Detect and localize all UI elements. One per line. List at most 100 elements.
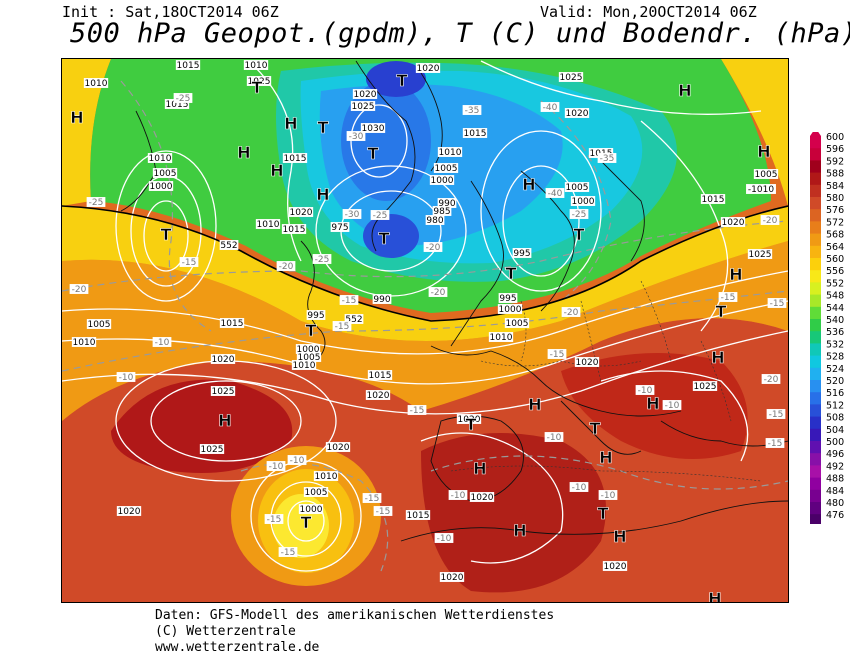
isobar-label: -1010: [746, 184, 776, 195]
isobar-label: 1010: [243, 60, 269, 71]
isobar-label: 1010: [291, 360, 317, 371]
isotherm-label-text: -20: [763, 216, 778, 226]
isotherm-label-box: [761, 374, 781, 384]
isotherm-label-text: -10: [290, 456, 305, 466]
isobar-label-box: [330, 222, 350, 232]
isotherm-label: -15: [179, 257, 199, 268]
legend-label: 500: [826, 437, 844, 448]
legend-swatch: [810, 355, 821, 369]
low-pressure-marker: T: [252, 78, 263, 97]
isobar-label-text: 990: [438, 199, 455, 209]
legend-label: 588: [826, 169, 844, 180]
isobar-label-text: 1020: [604, 562, 627, 572]
isobar-label-box: [295, 344, 321, 354]
isobar-label: 1020: [439, 572, 465, 583]
isobar-label-box: [116, 506, 142, 516]
isobar-label-text: 1020: [722, 218, 745, 228]
low-pressure-marker: T: [598, 504, 609, 523]
isotherm-label-box: [635, 385, 655, 395]
isobar-label: 1020: [352, 89, 378, 100]
isobar-label: 1025: [246, 76, 272, 87]
isobar-label-box: [488, 332, 514, 342]
isotherm-label-text: -10: [572, 483, 587, 493]
isobar-label-box: [164, 99, 190, 109]
high-pressure-marker: H: [708, 589, 721, 602]
isobar-label: 1020: [365, 390, 391, 401]
isobar-label-box: [303, 487, 329, 497]
legend-swatch: [810, 514, 821, 527]
isobar-label-text: 1025: [560, 73, 583, 83]
isotherm-label: -10: [448, 490, 468, 501]
isobar-label-text: 1010: [490, 333, 513, 343]
isotherm-label: -15: [718, 292, 738, 303]
isotherm-label: -20: [761, 374, 781, 385]
isotherm-label-text: -10: [269, 462, 284, 472]
isobar-label: 1000: [497, 304, 523, 315]
isobar-label: 1015: [405, 510, 431, 521]
isotherm-label-box: [287, 455, 307, 465]
isobar-label-box: [497, 304, 523, 314]
isobar-label-text: 975: [331, 223, 348, 233]
isobar-label: 990: [437, 198, 457, 209]
isotherm-label-box: [598, 490, 618, 500]
high-pressure-marker: H: [70, 108, 83, 127]
legend-label: 480: [826, 498, 844, 509]
isobar-label-text: 1025: [749, 250, 772, 260]
isobar-label-text: 1010: [315, 472, 338, 482]
isobar-label-text: 995: [307, 311, 324, 321]
isobar-label-box: [83, 78, 109, 88]
legend-label: 564: [826, 242, 844, 253]
isotherm-label-box: [569, 209, 589, 219]
isobar-label: 975: [330, 222, 350, 233]
high-pressure-marker: H: [729, 265, 742, 284]
high-pressure-marker: H: [678, 81, 691, 100]
legend-label: 492: [826, 461, 844, 472]
high-pressure-marker: H: [284, 114, 297, 133]
isobar-label-box: [753, 169, 779, 179]
isotherm-label-box: [561, 307, 581, 317]
isotherm-label: -15: [767, 298, 787, 309]
isotherm-label-box: [760, 215, 780, 225]
isobar-label-text: 1005: [566, 183, 589, 193]
isotherm-label-text: -40: [548, 189, 563, 199]
isotherm-label-text: -10: [119, 373, 134, 383]
legend-label: 512: [826, 400, 844, 411]
color-legend: 600 596 592 588 584 580 576 572 568 564 560 556 552 5…: [810, 128, 850, 535]
isobar-label-box: [281, 224, 307, 234]
isobar-label-box: [298, 504, 324, 514]
isobar-label: 1005: [152, 168, 178, 179]
isotherm-label-text: -10: [665, 401, 680, 411]
isotherm-label-text: -15: [281, 548, 296, 558]
legend-label: 580: [826, 193, 844, 204]
isobar-label-box: [148, 181, 174, 191]
legend-arrow-up-icon: [810, 128, 821, 136]
legend-label: 524: [826, 364, 844, 375]
high-pressure-marker: H: [513, 521, 526, 540]
isobar-label-text: 1010: [245, 61, 268, 71]
isobar-label: 1010: [83, 78, 109, 89]
high-pressure-marker: H: [473, 459, 486, 478]
legend-label: 584: [826, 181, 844, 192]
isobar-label-box: [425, 215, 445, 225]
legend-swatch: [810, 258, 821, 271]
isobar-label-text: 1020: [576, 358, 599, 368]
isobar-label-box: [564, 108, 590, 118]
isobar-label-text: -1010: [748, 185, 774, 195]
yellow-east-edge: [721, 59, 788, 206]
isobar-label-box: [456, 414, 482, 424]
isobar-label-text: 1020: [118, 507, 141, 517]
isobar-label-text: 1020: [566, 109, 589, 119]
legend-label: 508: [826, 413, 844, 424]
high-pressure-core-south: [421, 433, 606, 593]
isotherm-label-text: -10: [451, 491, 466, 501]
country-borders: [450, 280, 762, 482]
isobar-label-text: 985: [433, 207, 450, 217]
weather-map: 1015 1010 1020 1010 1025 1020 1025 1015 1025 1020…: [61, 58, 789, 603]
isotherm-label: -25: [173, 93, 193, 104]
legend-swatch: [810, 306, 821, 320]
isotherm-label: -40: [540, 102, 560, 113]
high-pressure-core-west: [111, 379, 293, 473]
isobar-label-text: 1025: [248, 77, 271, 87]
isobar-label: 1025: [558, 72, 584, 83]
